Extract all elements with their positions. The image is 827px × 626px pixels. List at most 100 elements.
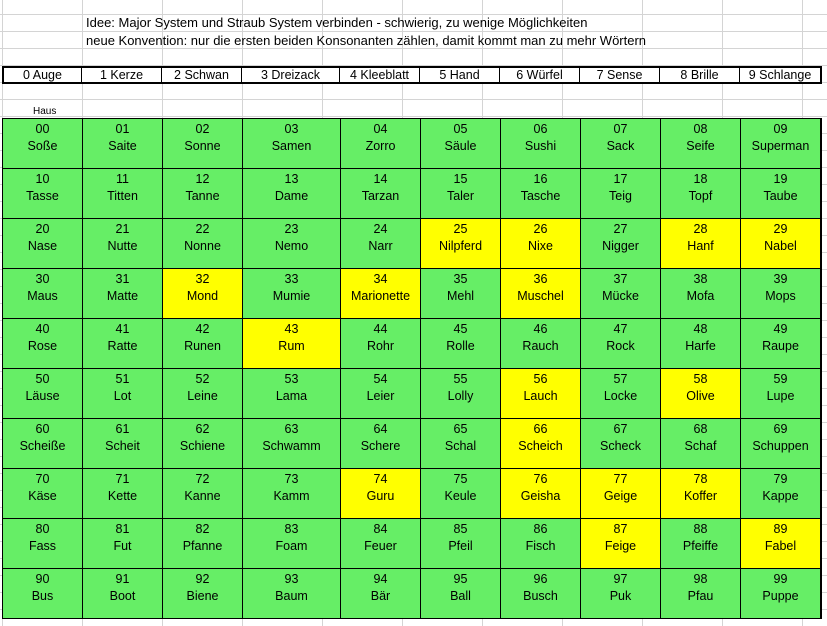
table-cell[interactable]: 88 Pfeiffe [661, 519, 741, 569]
table-cell[interactable]: 31 Matte [83, 269, 163, 319]
table-cell[interactable]: 55 Lolly [421, 369, 501, 419]
table-cell[interactable]: 32 Mond [163, 269, 243, 319]
table-cell[interactable]: 02 Sonne [163, 119, 243, 169]
table-cell[interactable]: 75 Keule [421, 469, 501, 519]
table-cell[interactable]: 40 Rose [3, 319, 83, 369]
table-cell[interactable]: 06 Sushi [501, 119, 581, 169]
table-cell[interactable]: 18 Topf [661, 169, 741, 219]
table-cell[interactable]: 87 Feige [581, 519, 661, 569]
table-cell[interactable]: 94 Bär [341, 569, 421, 619]
table-cell[interactable]: 58 Olive [661, 369, 741, 419]
table-cell[interactable]: 21 Nutte [83, 219, 163, 269]
table-cell[interactable]: 83 Foam [243, 519, 341, 569]
header-cell[interactable]: 5 Hand [420, 68, 500, 82]
table-cell[interactable]: 73 Kamm [243, 469, 341, 519]
table-cell[interactable]: 39 Mops [741, 269, 821, 319]
table-cell[interactable]: 81 Fut [83, 519, 163, 569]
table-cell[interactable]: 54 Leier [341, 369, 421, 419]
header-cell[interactable]: 2 Schwan [162, 68, 242, 82]
table-cell[interactable]: 20 Nase [3, 219, 83, 269]
table-cell[interactable]: 04 Zorro [341, 119, 421, 169]
table-cell[interactable]: 09 Superman [741, 119, 821, 169]
header-cell[interactable]: 9 Schlange [748, 68, 812, 82]
table-cell[interactable]: 29 Nabel [741, 219, 821, 269]
table-cell[interactable]: 24 Narr [341, 219, 421, 269]
table-cell[interactable]: 76 Geisha [501, 469, 581, 519]
table-cell[interactable]: 27 Nigger [581, 219, 661, 269]
table-cell[interactable]: 95 Ball [421, 569, 501, 619]
table-cell[interactable]: 62 Schiene [163, 419, 243, 469]
table-cell[interactable]: 25 Nilpferd [421, 219, 501, 269]
table-cell[interactable]: 79 Kappe [741, 469, 821, 519]
table-cell[interactable]: 61 Scheit [83, 419, 163, 469]
table-cell[interactable]: 86 Fisch [501, 519, 581, 569]
table-cell[interactable]: 52 Leine [163, 369, 243, 419]
header-cell[interactable]: 1 Kerze [82, 68, 162, 82]
note-line-1[interactable]: Idee: Major System und Straub System ver… [86, 15, 588, 30]
table-cell[interactable]: 30 Maus [3, 269, 83, 319]
header-cell[interactable]: 0 Auge [4, 68, 82, 82]
table-cell[interactable]: 03 Samen [243, 119, 341, 169]
table-cell[interactable]: 48 Harfe [661, 319, 741, 369]
table-cell[interactable]: 14 Tarzan [341, 169, 421, 219]
table-cell[interactable]: 50 Läuse [3, 369, 83, 419]
table-cell[interactable]: 28 Hanf [661, 219, 741, 269]
table-cell[interactable]: 38 Mofa [661, 269, 741, 319]
table-cell[interactable]: 91 Boot [83, 569, 163, 619]
table-cell[interactable]: 65 Schal [421, 419, 501, 469]
table-cell[interactable]: 15 Taler [421, 169, 501, 219]
table-cell[interactable]: 84 Feuer [341, 519, 421, 569]
table-cell[interactable]: 89 Fabel [741, 519, 821, 569]
table-cell[interactable]: 64 Schere [341, 419, 421, 469]
table-cell[interactable]: 19 Taube [741, 169, 821, 219]
table-cell[interactable]: 23 Nemo [243, 219, 341, 269]
table-cell[interactable]: 26 Nixe [501, 219, 581, 269]
table-cell[interactable]: 37 Mücke [581, 269, 661, 319]
table-cell[interactable]: 22 Nonne [163, 219, 243, 269]
table-cell[interactable]: 66 Scheich [501, 419, 581, 469]
table-cell[interactable]: 01 Saite [83, 119, 163, 169]
table-cell[interactable]: 33 Mumie [243, 269, 341, 319]
table-cell[interactable]: 71 Kette [83, 469, 163, 519]
table-cell[interactable]: 82 Pfanne [163, 519, 243, 569]
table-cell[interactable]: 56 Lauch [501, 369, 581, 419]
table-cell[interactable]: 43 Rum [243, 319, 341, 369]
table-cell[interactable]: 16 Tasche [501, 169, 581, 219]
table-cell[interactable]: 41 Ratte [83, 319, 163, 369]
table-cell[interactable]: 07 Sack [581, 119, 661, 169]
table-cell[interactable]: 68 Schaf [661, 419, 741, 469]
table-cell[interactable]: 97 Puk [581, 569, 661, 619]
header-cell[interactable]: 3 Dreizack [242, 68, 340, 82]
table-cell[interactable]: 12 Tanne [163, 169, 243, 219]
table-cell[interactable]: 70 Käse [3, 469, 83, 519]
table-cell[interactable]: 72 Kanne [163, 469, 243, 519]
table-cell[interactable]: 34 Marionette [341, 269, 421, 319]
table-cell[interactable]: 42 Runen [163, 319, 243, 369]
table-cell[interactable]: 67 Scheck [581, 419, 661, 469]
table-cell[interactable]: 90 Bus [3, 569, 83, 619]
table-cell[interactable]: 17 Teig [581, 169, 661, 219]
table-cell[interactable]: 13 Dame [243, 169, 341, 219]
table-cell[interactable]: 47 Rock [581, 319, 661, 369]
header-cell[interactable]: 7 Sense [580, 68, 660, 82]
table-cell[interactable]: 51 Lot [83, 369, 163, 419]
table-cell[interactable]: 77 Geige [581, 469, 661, 519]
table-cell[interactable]: 74 Guru [341, 469, 421, 519]
table-cell[interactable]: 53 Lama [243, 369, 341, 419]
table-cell[interactable]: 10 Tasse [3, 169, 83, 219]
table-cell[interactable]: 93 Baum [243, 569, 341, 619]
header-cell[interactable]: 6 Würfel [500, 68, 580, 82]
table-cell[interactable]: 85 Pfeil [421, 519, 501, 569]
table-cell[interactable]: 08 Seife [661, 119, 741, 169]
note-line-2[interactable]: neue Konvention: nur die ersten beiden K… [86, 33, 647, 48]
header-cell[interactable]: 8 Brille [660, 68, 740, 82]
table-cell[interactable]: 00 Soße [3, 119, 83, 169]
table-cell[interactable]: 45 Rolle [421, 319, 501, 369]
table-cell[interactable]: 44 Rohr [341, 319, 421, 369]
table-cell[interactable]: 96 Busch [501, 569, 581, 619]
row-label[interactable]: Haus [33, 106, 57, 117]
table-cell[interactable]: 92 Biene [163, 569, 243, 619]
table-cell[interactable]: 80 Fass [3, 519, 83, 569]
table-cell[interactable]: 35 Mehl [421, 269, 501, 319]
